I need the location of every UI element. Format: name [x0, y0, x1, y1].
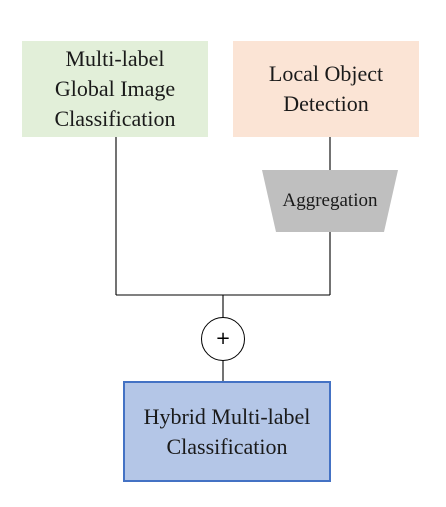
global-classification-label: Multi-label Global Image Classification — [54, 46, 176, 131]
hybrid-classification-label: Hybrid Multi-label Classification — [143, 403, 311, 459]
local-detection-label: Local Object Detection — [268, 61, 384, 116]
plus-symbol: + — [215, 328, 231, 349]
global-classification-box: Multi-label Global Image Classification — [22, 41, 208, 137]
aggregation-trapezoid — [262, 170, 398, 232]
aggregation-label: Aggregation — [282, 190, 378, 211]
sum-node: + — [201, 317, 245, 361]
hybrid-classification-box: Hybrid Multi-label Classification — [123, 381, 331, 482]
local-detection-box: Local Object Detection — [233, 41, 419, 137]
